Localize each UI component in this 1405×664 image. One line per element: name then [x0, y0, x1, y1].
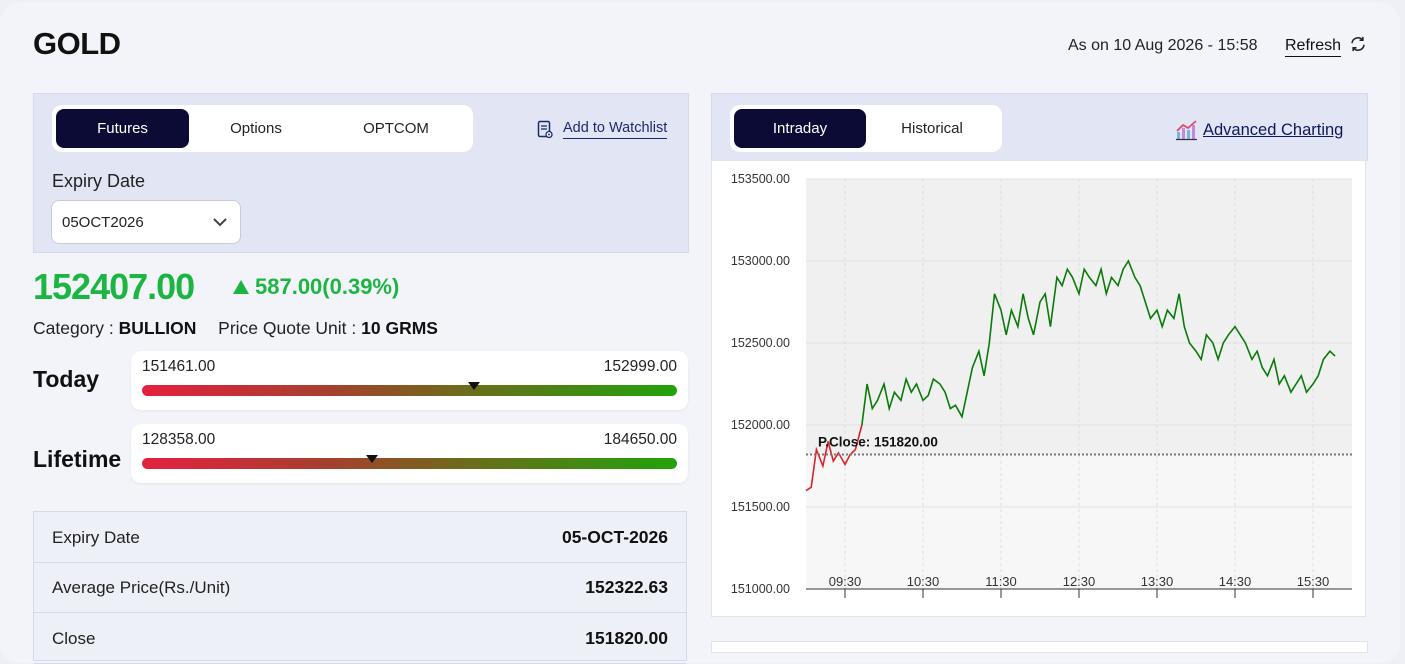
lifetime-range: 128358.00 184650.00 [131, 424, 688, 483]
x-tick-label: 10:30 [907, 574, 940, 589]
as-on-timestamp: As on 10 Aug 2026 - 15:58 [1068, 37, 1258, 54]
x-tick-label: 13:30 [1141, 574, 1174, 589]
up-arrow-icon [233, 280, 249, 294]
contract-details-table: Expiry Date 05-OCT-2026 Average Price(Rs… [33, 511, 687, 664]
chevron-down-icon [213, 218, 227, 227]
tab-options[interactable]: Options [230, 120, 282, 137]
tab-intraday[interactable]: Intraday [734, 109, 866, 148]
y-tick-label: 153500.00 [731, 172, 790, 186]
detail-value: 152322.63 [585, 577, 668, 597]
x-tick-label: 09:30 [829, 574, 862, 589]
x-tick-label: 11:30 [985, 574, 1017, 589]
intraday-chart-svg: 151000.00 151500.00 152000.00 152500.00 1530… [731, 172, 1352, 598]
price-line-above-close [861, 259, 1336, 426]
advanced-charting-label[interactable]: Advanced Charting [1203, 120, 1344, 139]
x-tick-label: 15:30 [1297, 574, 1330, 589]
expiry-date-select[interactable]: 05OCT2026 [51, 200, 241, 244]
tab-historical[interactable]: Historical [901, 120, 963, 137]
table-row: Expiry Date 05-OCT-2026 [34, 512, 686, 563]
chart-icon [1176, 120, 1197, 141]
contract-type-tabs: Futures Options OPTCOM [52, 105, 473, 152]
previous-close-label: P.Close: 151820.00 [818, 435, 938, 450]
contract-meta: Category : BULLION Price Quote Unit : 10… [33, 318, 438, 339]
lifetime-high: 184650.00 [603, 431, 677, 448]
expiry-date-label: Expiry Date [52, 171, 146, 191]
table-row: Average Price(Rs./Unit) 152322.63 [34, 562, 686, 613]
intraday-chart: 151000.00 151500.00 152000.00 152500.00 1530… [711, 160, 1366, 617]
unit-value: 10 GRMS [361, 318, 438, 338]
price-change-value: 587.00(0.39%) [255, 274, 400, 299]
category-label: Category : [33, 318, 114, 338]
y-tick-label: 151000.00 [731, 582, 790, 596]
today-range-marker [467, 382, 480, 390]
page-title: GOLD [33, 26, 121, 61]
refresh-button[interactable]: Refresh [1285, 37, 1342, 57]
add-to-watchlist[interactable]: Add to Watchlist [537, 120, 668, 139]
unit-label: Price Quote Unit : [218, 318, 357, 338]
detail-label: Average Price(Rs./Unit) [52, 578, 231, 597]
detail-value: 151820.00 [585, 628, 668, 648]
lifetime-low: 128358.00 [142, 431, 216, 448]
lifetime-range-label: Lifetime [33, 446, 122, 472]
y-tick-label: 151500.00 [731, 500, 790, 514]
today-range-bar [142, 385, 677, 396]
table-row: Close 151820.00 [34, 613, 686, 664]
x-tick-label: 14:30 [1219, 574, 1252, 589]
chart-type-tabs: Intraday Historical [730, 105, 1002, 152]
detail-label: Close [52, 629, 96, 648]
lifetime-range-marker [366, 455, 379, 463]
tab-futures[interactable]: Futures [56, 109, 189, 148]
x-tick-label: 12:30 [1063, 574, 1096, 589]
today-low: 151461.00 [142, 358, 216, 375]
lower-card-edge [711, 641, 1368, 653]
tab-optcom[interactable]: OPTCOM [363, 120, 429, 137]
detail-value: 05-OCT-2026 [561, 527, 668, 547]
category-value: BULLION [118, 318, 197, 338]
y-tick-label: 152000.00 [731, 418, 790, 432]
watchlist-label[interactable]: Add to Watchlist [563, 120, 668, 139]
y-tick-label: 153000.00 [731, 254, 790, 268]
detail-label: Expiry Date [52, 528, 140, 547]
price-change: 587.00(0.39%) [233, 274, 399, 300]
watchlist-icon [537, 120, 553, 139]
lifetime-range-bar [142, 458, 677, 469]
expiry-date-value: 05OCT2026 [62, 214, 144, 231]
refresh-icon[interactable] [1349, 35, 1367, 53]
y-tick-label: 152500.00 [731, 336, 790, 350]
today-high: 152999.00 [603, 358, 677, 375]
last-price: 152407.00 [33, 266, 195, 307]
today-range: 151461.00 152999.00 [131, 351, 688, 410]
today-range-label: Today [33, 366, 100, 392]
price-line-below-close [805, 424, 863, 492]
advanced-charting-link[interactable]: Advanced Charting [1175, 119, 1343, 141]
